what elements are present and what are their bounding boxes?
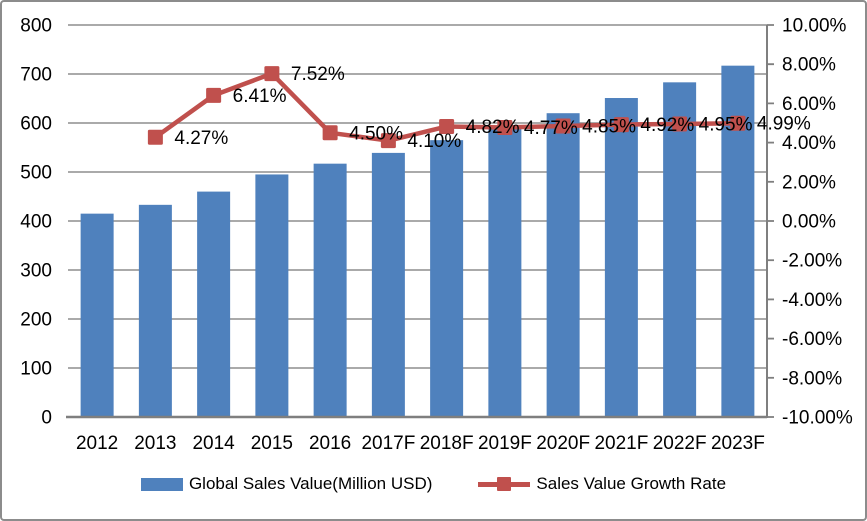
- left-axis-tick-label: 700: [20, 65, 52, 86]
- right-axis-tick-label: 10.00%: [782, 16, 847, 37]
- bar: [546, 113, 580, 417]
- growth-rate-data-label: 4.85%: [582, 116, 636, 137]
- right-axis-tick-label: -10.00%: [782, 408, 853, 429]
- left-axis-tick-label: 600: [20, 114, 52, 135]
- right-axis-tick-label: 4.00%: [782, 133, 836, 154]
- left-axis-labels: 0 100 200 300 400 500 600 700 800: [20, 16, 52, 429]
- bar: [371, 152, 405, 417]
- left-axis-tick-label: 400: [20, 212, 52, 233]
- growth-rate-data-label: 4.10%: [407, 131, 461, 152]
- line-marker: [322, 125, 338, 141]
- growth-rate-data-label: 7.52%: [291, 64, 345, 85]
- right-axis-labels: -10.00% -8.00% -6.00% -4.00% -2.00% 0.00% 2.00…: [782, 16, 853, 429]
- gridlines: [68, 24, 767, 369]
- line-marker-swatch-icon: [478, 476, 531, 492]
- right-axis: [766, 24, 774, 418]
- bar: [604, 98, 638, 417]
- line-marker: [497, 120, 513, 136]
- x-axis-labels: 2012 2013 2014 2015 2016 2017F 2018F 2019F 2020F…: [76, 433, 765, 454]
- right-axis-tick-label: -4.00%: [782, 290, 842, 311]
- line-marker: [730, 115, 746, 131]
- x-axis-category-label: 2020F: [536, 433, 590, 454]
- bar: [138, 204, 172, 417]
- x-axis-category-label: 2019F: [478, 433, 532, 454]
- legend-item-global-sales-value: Global Sales Value(Million USD): [140, 474, 433, 494]
- right-axis-tick-label: -8.00%: [782, 368, 842, 389]
- line-marker: [147, 129, 163, 145]
- bar: [255, 174, 289, 417]
- line-marker: [264, 66, 280, 82]
- combo-chart: 0 100 200 300 400 500 600 700 800 -10.00% -8.00% -6…: [20, 16, 853, 455]
- bar-series-global-sales-value: [80, 65, 755, 418]
- right-axis-tick-label: -6.00%: [782, 329, 842, 350]
- bar: [313, 163, 347, 417]
- x-axis-category-label: 2022F: [653, 433, 707, 454]
- right-axis-tick-label: -2.00%: [782, 251, 842, 272]
- right-axis-tick-label: 2.00%: [782, 172, 836, 193]
- bar: [430, 140, 464, 417]
- growth-rate-data-label: 4.95%: [699, 114, 753, 135]
- line-marker: [613, 117, 629, 133]
- bar: [663, 82, 697, 417]
- bar: [80, 213, 114, 417]
- x-axis-category-label: 2021F: [594, 433, 648, 454]
- right-axis-tick-label: 6.00%: [782, 94, 836, 115]
- bar-swatch-icon: [140, 477, 183, 491]
- growth-rate-data-label: 4.99%: [757, 114, 811, 135]
- line-marker: [672, 116, 688, 132]
- x-axis-category-label: 2017F: [361, 433, 415, 454]
- growth-rate-data-label: 4.92%: [640, 115, 694, 136]
- bar: [488, 127, 522, 417]
- legend-label-growth-rate: Sales Value Growth Rate: [536, 474, 727, 493]
- line-marker: [439, 119, 455, 135]
- x-axis-category-label: 2016: [309, 433, 351, 454]
- bar: [197, 191, 231, 417]
- legend-item-growth-rate: Sales Value Growth Rate: [478, 474, 726, 494]
- growth-rate-data-label: 4.27%: [174, 128, 228, 149]
- growth-rate-data-label: 4.50%: [349, 123, 403, 144]
- left-axis-tick-label: 0: [41, 408, 52, 429]
- line-marker: [555, 118, 571, 134]
- x-axis-category-label: 2015: [251, 433, 293, 454]
- growth-rate-data-label: 4.82%: [466, 117, 520, 138]
- x-axis-category-label: 2018F: [420, 433, 474, 454]
- growth-rate-data-label: 6.41%: [233, 86, 287, 107]
- left-axis-tick-label: 200: [20, 310, 52, 331]
- line-marker: [206, 87, 222, 103]
- left-axis-tick-label: 500: [20, 163, 52, 184]
- legend-label-global-sales-value: Global Sales Value(Million USD): [188, 474, 433, 493]
- line-swatch-marker: [497, 477, 512, 491]
- right-axis-tick-label: 8.00%: [782, 55, 836, 76]
- x-axis-category-label: 2023F: [711, 433, 765, 454]
- line-series-growth-rate: [147, 66, 746, 149]
- x-axis-category-label: 2012: [76, 433, 118, 454]
- x-axis-category-label: 2013: [134, 433, 176, 454]
- left-axis-tick-label: 300: [20, 261, 52, 282]
- legend: Global Sales Value(Million USD) Sales Va…: [2, 474, 865, 494]
- line-data-labels: 4.27%6.41%7.52% 4.50% 4.10%4.82% 4.77% 4.85%…: [174, 64, 810, 152]
- left-axis-tick-label: 800: [20, 16, 52, 37]
- line-marker: [380, 133, 396, 149]
- left-axis-tick-label: 100: [20, 359, 52, 380]
- growth-rate-data-label: 4.77%: [524, 118, 578, 139]
- right-axis-tick-label: 0.00%: [782, 212, 836, 233]
- x-axis-category-label: 2014: [192, 433, 235, 454]
